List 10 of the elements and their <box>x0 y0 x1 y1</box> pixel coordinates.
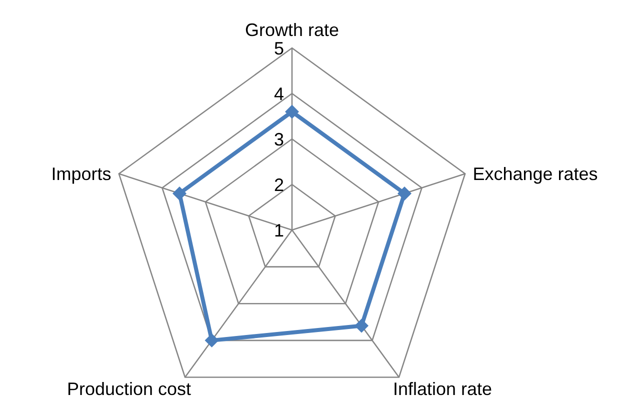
y-tick-label: 1 <box>274 220 284 240</box>
spoke-label: Production cost <box>66 379 192 400</box>
spoke-label: Inflation rate <box>392 379 492 400</box>
y-tick-label: 5 <box>274 38 284 58</box>
spoke-label: Imports <box>51 164 112 184</box>
spoke-label: Exchange rates <box>472 164 598 184</box>
spoke-label: Growth rate <box>244 20 340 40</box>
y-tick-label: 3 <box>274 129 284 150</box>
y-tick-label: 2 <box>274 174 284 195</box>
y-tick-label: 4 <box>274 84 284 104</box>
